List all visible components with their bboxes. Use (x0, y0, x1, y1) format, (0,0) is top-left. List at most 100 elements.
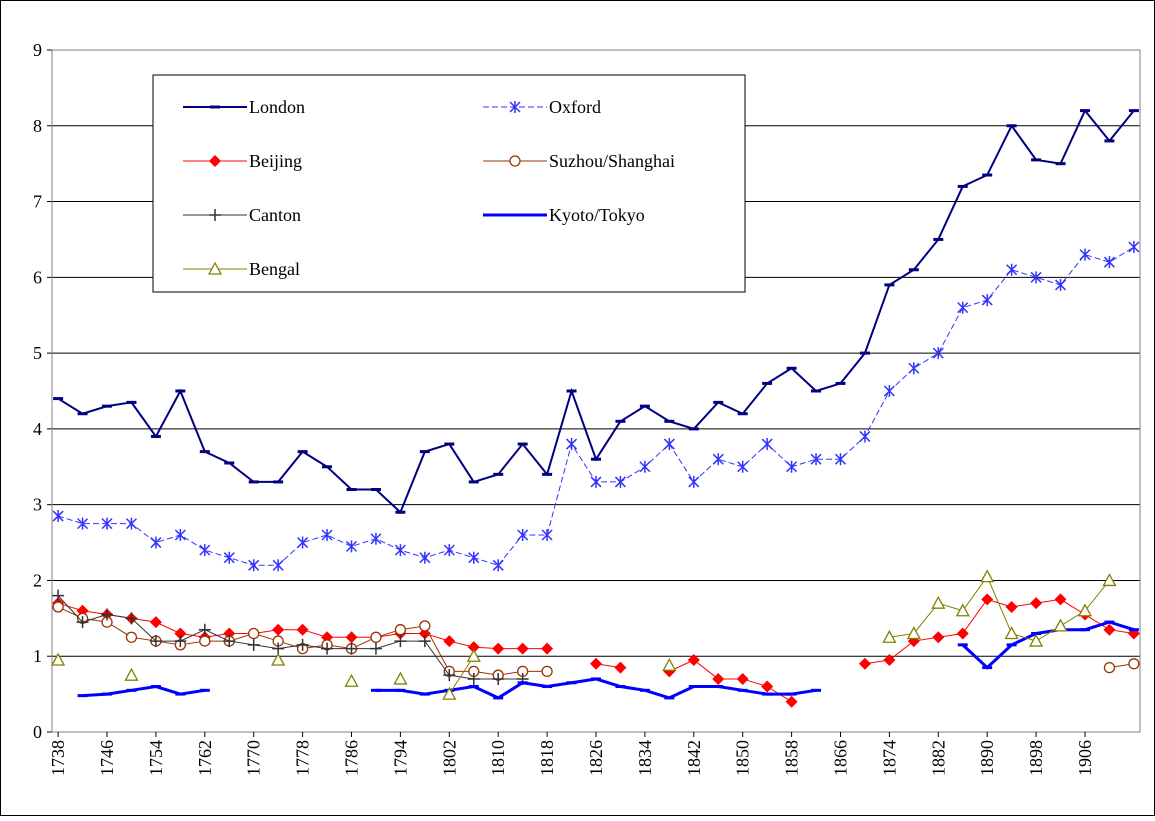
marker (509, 101, 521, 113)
marker (931, 595, 946, 609)
marker (296, 638, 309, 651)
x-tick-label: 1906 (1075, 740, 1095, 776)
y-tick-label: 7 (33, 192, 42, 212)
marker (345, 642, 358, 655)
marker (344, 673, 359, 687)
marker (1053, 618, 1068, 632)
x-tick-label: 1890 (977, 740, 997, 776)
y-tick-label: 1 (33, 646, 42, 666)
series-line (448, 575, 1110, 695)
marker (1028, 633, 1044, 647)
marker (761, 680, 774, 693)
marker (786, 460, 798, 473)
marker (223, 635, 236, 648)
marker (590, 657, 602, 670)
x-tick-label: 1770 (244, 740, 264, 776)
x-tick-label: 1898 (1026, 740, 1046, 776)
x-tick-label: 1818 (537, 740, 557, 776)
marker (1102, 573, 1117, 587)
legend-entry: Kyoto/Tokyo (483, 205, 645, 225)
legend-label: Bengal (249, 259, 300, 279)
marker (199, 544, 211, 557)
marker (1103, 623, 1116, 636)
marker (207, 261, 223, 275)
legend-label: London (249, 97, 305, 117)
marker (1103, 256, 1115, 269)
y-tick-label: 0 (33, 722, 42, 742)
y-tick-label: 4 (33, 419, 42, 439)
marker (393, 671, 408, 685)
marker (149, 635, 162, 648)
legend-label: Kyoto/Tokyo (549, 205, 645, 225)
marker (321, 642, 334, 655)
marker (932, 347, 944, 360)
marker (370, 631, 382, 643)
marker (297, 536, 309, 549)
marker (663, 438, 675, 451)
legend-entry: Bengal (183, 259, 300, 279)
marker (101, 608, 114, 621)
marker (443, 544, 455, 557)
marker (980, 569, 995, 583)
marker (639, 460, 651, 473)
marker (369, 642, 382, 655)
marker (981, 294, 993, 307)
marker (981, 593, 994, 606)
marker (101, 517, 113, 530)
marker (955, 603, 970, 617)
marker (272, 559, 284, 572)
marker (199, 635, 211, 647)
marker (517, 528, 529, 541)
marker (509, 155, 521, 167)
marker (1128, 241, 1140, 254)
marker (883, 654, 896, 667)
marker (345, 540, 358, 553)
y-tick-label: 2 (33, 570, 42, 590)
marker (248, 627, 260, 640)
marker (882, 629, 897, 643)
marker (1055, 278, 1067, 291)
y-tick-label: 8 (33, 116, 42, 136)
marker (52, 510, 64, 523)
marker (76, 616, 89, 629)
marker (662, 657, 677, 671)
x-tick-label: 1762 (195, 740, 215, 776)
marker (810, 453, 822, 466)
marker (932, 631, 945, 644)
marker (394, 624, 407, 636)
y-tick-label: 9 (33, 40, 42, 60)
marker (1103, 661, 1116, 674)
marker (492, 642, 505, 655)
marker (51, 652, 66, 666)
x-tick-label: 1802 (439, 740, 459, 776)
marker (737, 460, 749, 473)
legend-entry: Suzhou/Shanghai (483, 151, 675, 171)
x-tick-label: 1754 (146, 740, 166, 776)
marker (1054, 593, 1067, 606)
legend-entry: Oxford (483, 97, 601, 117)
legend-entry: Canton (183, 205, 301, 225)
marker (443, 669, 456, 682)
marker (1004, 626, 1019, 640)
marker (296, 623, 309, 636)
marker (149, 616, 162, 629)
marker (736, 672, 749, 685)
marker (271, 652, 286, 666)
marker (1128, 658, 1140, 670)
marker (419, 620, 431, 632)
marker (712, 672, 725, 685)
x-tick-label: 1738 (48, 740, 68, 776)
marker (124, 667, 139, 681)
marker (125, 612, 138, 625)
marker (1006, 263, 1018, 276)
marker (956, 627, 969, 640)
legend-box (152, 74, 746, 293)
marker (223, 551, 235, 564)
marker (209, 209, 221, 221)
marker (467, 641, 480, 654)
marker (516, 642, 529, 655)
marker (541, 528, 553, 541)
x-tick-label: 1746 (97, 740, 117, 776)
marker (77, 517, 89, 530)
marker (541, 665, 553, 678)
